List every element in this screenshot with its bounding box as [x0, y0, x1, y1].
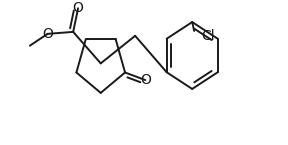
Text: O: O [140, 73, 151, 87]
Text: O: O [73, 1, 84, 15]
Text: Cl: Cl [201, 29, 215, 43]
Text: O: O [42, 27, 53, 41]
